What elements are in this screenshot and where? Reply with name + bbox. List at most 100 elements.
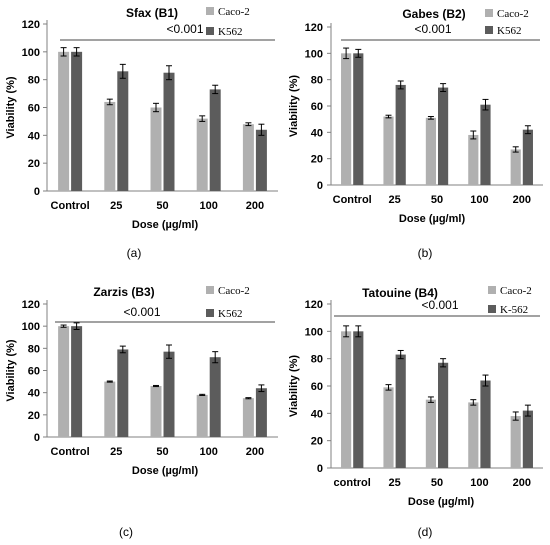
x-tick-label: 25 (110, 446, 122, 458)
y-tick-label: 20 (311, 154, 323, 166)
bar-k562-control (353, 331, 364, 468)
bar-caco2-25 (104, 381, 116, 437)
legend-label: Caco-2 (218, 6, 250, 18)
chart-title: Tatouine (B4) (362, 286, 438, 300)
bar-k562-200 (522, 129, 533, 185)
x-tick-label: 25 (110, 200, 122, 212)
y-tick-label: 20 (28, 410, 40, 422)
bar-caco2-50 (150, 107, 162, 191)
x-axis-title: Dose (µg/ml) (132, 219, 199, 231)
bar-caco2-200 (510, 416, 521, 468)
y-tick-label: 0 (317, 180, 323, 192)
bar-caco2-50 (425, 117, 436, 185)
y-tick-label: 80 (28, 343, 40, 355)
legend-label: Caco-2 (218, 285, 250, 297)
bar-k562-control (71, 51, 83, 192)
bar-caco2-control (341, 53, 352, 186)
x-tick-label: Control (51, 446, 90, 458)
bar-k562-100 (209, 89, 221, 191)
y-tick-label: 40 (28, 388, 40, 400)
y-tick-label: 40 (311, 127, 323, 139)
bar-caco2-25 (104, 101, 116, 191)
legend-label: K-562 (500, 304, 528, 316)
bar-k562-100 (480, 104, 491, 185)
x-tick-label: 200 (513, 194, 531, 206)
chart-title: Sfax (B1) (126, 6, 178, 20)
panel-label: (c) (119, 525, 133, 539)
legend-label: K562 (218, 26, 242, 38)
significance-annotation: <0.001 (414, 22, 451, 36)
bar-caco2-100 (196, 394, 208, 437)
x-tick-label: 50 (431, 477, 443, 489)
y-tick-label: 40 (311, 408, 323, 420)
y-tick-label: 20 (28, 158, 40, 170)
y-tick-label: 0 (34, 186, 40, 198)
x-tick-label: 50 (156, 446, 168, 458)
y-tick-label: 40 (28, 130, 40, 142)
bar-k562-25 (395, 84, 406, 185)
legend-swatch (485, 26, 493, 34)
legend-swatch (485, 9, 493, 17)
bar-k562-200 (522, 410, 533, 468)
x-axis-title: Dose (µg/ml) (132, 465, 199, 477)
x-tick-label: 100 (470, 194, 488, 206)
y-axis-title: Viability (%) (288, 355, 300, 417)
bar-caco2-control (58, 326, 70, 437)
legend-label: K562 (218, 308, 242, 320)
y-tick-label: 100 (305, 48, 323, 60)
legend-swatch (206, 27, 214, 35)
legend-label: Caco-2 (497, 8, 529, 20)
panel-label: (a) (127, 246, 142, 260)
x-tick-label: 100 (200, 446, 218, 458)
legend-swatch (488, 286, 496, 294)
y-tick-label: 60 (311, 381, 323, 393)
bar-k562-25 (117, 349, 129, 437)
x-tick-label: Control (333, 194, 372, 206)
significance-annotation: <0.001 (123, 305, 160, 319)
bar-caco2-100 (196, 118, 208, 191)
y-tick-label: 80 (311, 354, 323, 366)
bar-k562-25 (395, 354, 406, 468)
x-tick-label: Control (51, 200, 90, 212)
bar-caco2-200 (242, 124, 254, 191)
x-tick-label: 100 (470, 477, 488, 489)
bar-caco2-50 (425, 399, 436, 468)
y-axis-title: Viability (%) (5, 339, 17, 401)
legend-swatch (206, 309, 214, 317)
bar-k562-25 (117, 71, 129, 191)
bar-k562-control (353, 53, 364, 186)
bar-caco2-25 (383, 387, 394, 468)
x-tick-label: 100 (200, 200, 218, 212)
bar-k562-control (71, 326, 83, 437)
y-tick-label: 120 (22, 19, 40, 31)
y-tick-label: 100 (22, 321, 40, 333)
bar-caco2-25 (383, 116, 394, 185)
bar-k562-50 (438, 87, 449, 185)
panel-label: (b) (418, 246, 433, 260)
significance-annotation: <0.001 (421, 298, 458, 312)
x-tick-label: control (334, 477, 371, 489)
y-axis-title: Viability (%) (288, 75, 300, 137)
bar-k562-100 (209, 357, 221, 437)
bar-caco2-100 (468, 402, 479, 468)
x-axis-title: Dose (µg/ml) (399, 213, 466, 225)
y-tick-label: 0 (34, 432, 40, 444)
bar-caco2-control (341, 331, 352, 468)
y-tick-label: 60 (28, 366, 40, 378)
y-tick-label: 20 (311, 436, 323, 448)
x-tick-label: 50 (431, 194, 443, 206)
legend-label: K562 (497, 25, 521, 37)
bar-caco2-50 (150, 386, 162, 437)
y-tick-label: 80 (311, 75, 323, 87)
legend-swatch (206, 7, 214, 15)
x-tick-label: 25 (388, 477, 400, 489)
chart-title: Zarzis (B3) (93, 285, 154, 299)
y-tick-label: 60 (311, 101, 323, 113)
y-tick-label: 60 (28, 103, 40, 115)
x-tick-label: 200 (246, 200, 264, 212)
panel-label: (d) (418, 525, 433, 539)
y-tick-label: 120 (22, 299, 40, 311)
significance-annotation: <0.001 (166, 22, 203, 36)
x-tick-label: 25 (388, 194, 400, 206)
x-axis-title: Dose (µg/ml) (408, 496, 475, 508)
